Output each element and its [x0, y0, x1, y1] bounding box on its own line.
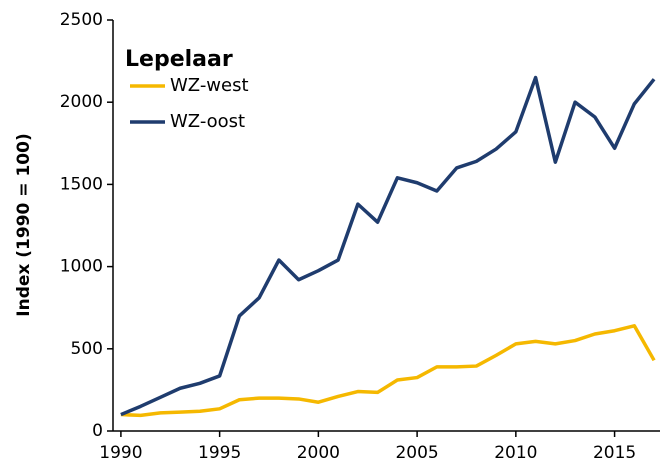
- y-axis-label: Index (1990 = 100): [14, 133, 34, 316]
- legend-label: WZ-oost: [170, 111, 245, 132]
- x-tick-label: 2000: [297, 443, 340, 463]
- series-line: [120, 324, 656, 418]
- y-tick-label: 2500: [60, 10, 103, 30]
- legend-label: WZ-west: [170, 75, 249, 96]
- y-tick-label: 1500: [60, 174, 103, 194]
- x-tick-label: 2005: [395, 443, 438, 463]
- y-tick-label: 0: [92, 421, 103, 441]
- x-tick-label: 1995: [198, 443, 241, 463]
- y-tick-label: 2000: [60, 92, 103, 112]
- x-tick-label: 1990: [99, 443, 142, 463]
- x-tick-label: 2010: [494, 443, 537, 463]
- chart-title: Lepelaar: [125, 47, 233, 72]
- series-line: [120, 75, 656, 417]
- y-tick-label: 1000: [60, 257, 103, 277]
- y-tick-label: 500: [71, 339, 103, 359]
- x-tick-label: 2015: [593, 443, 636, 463]
